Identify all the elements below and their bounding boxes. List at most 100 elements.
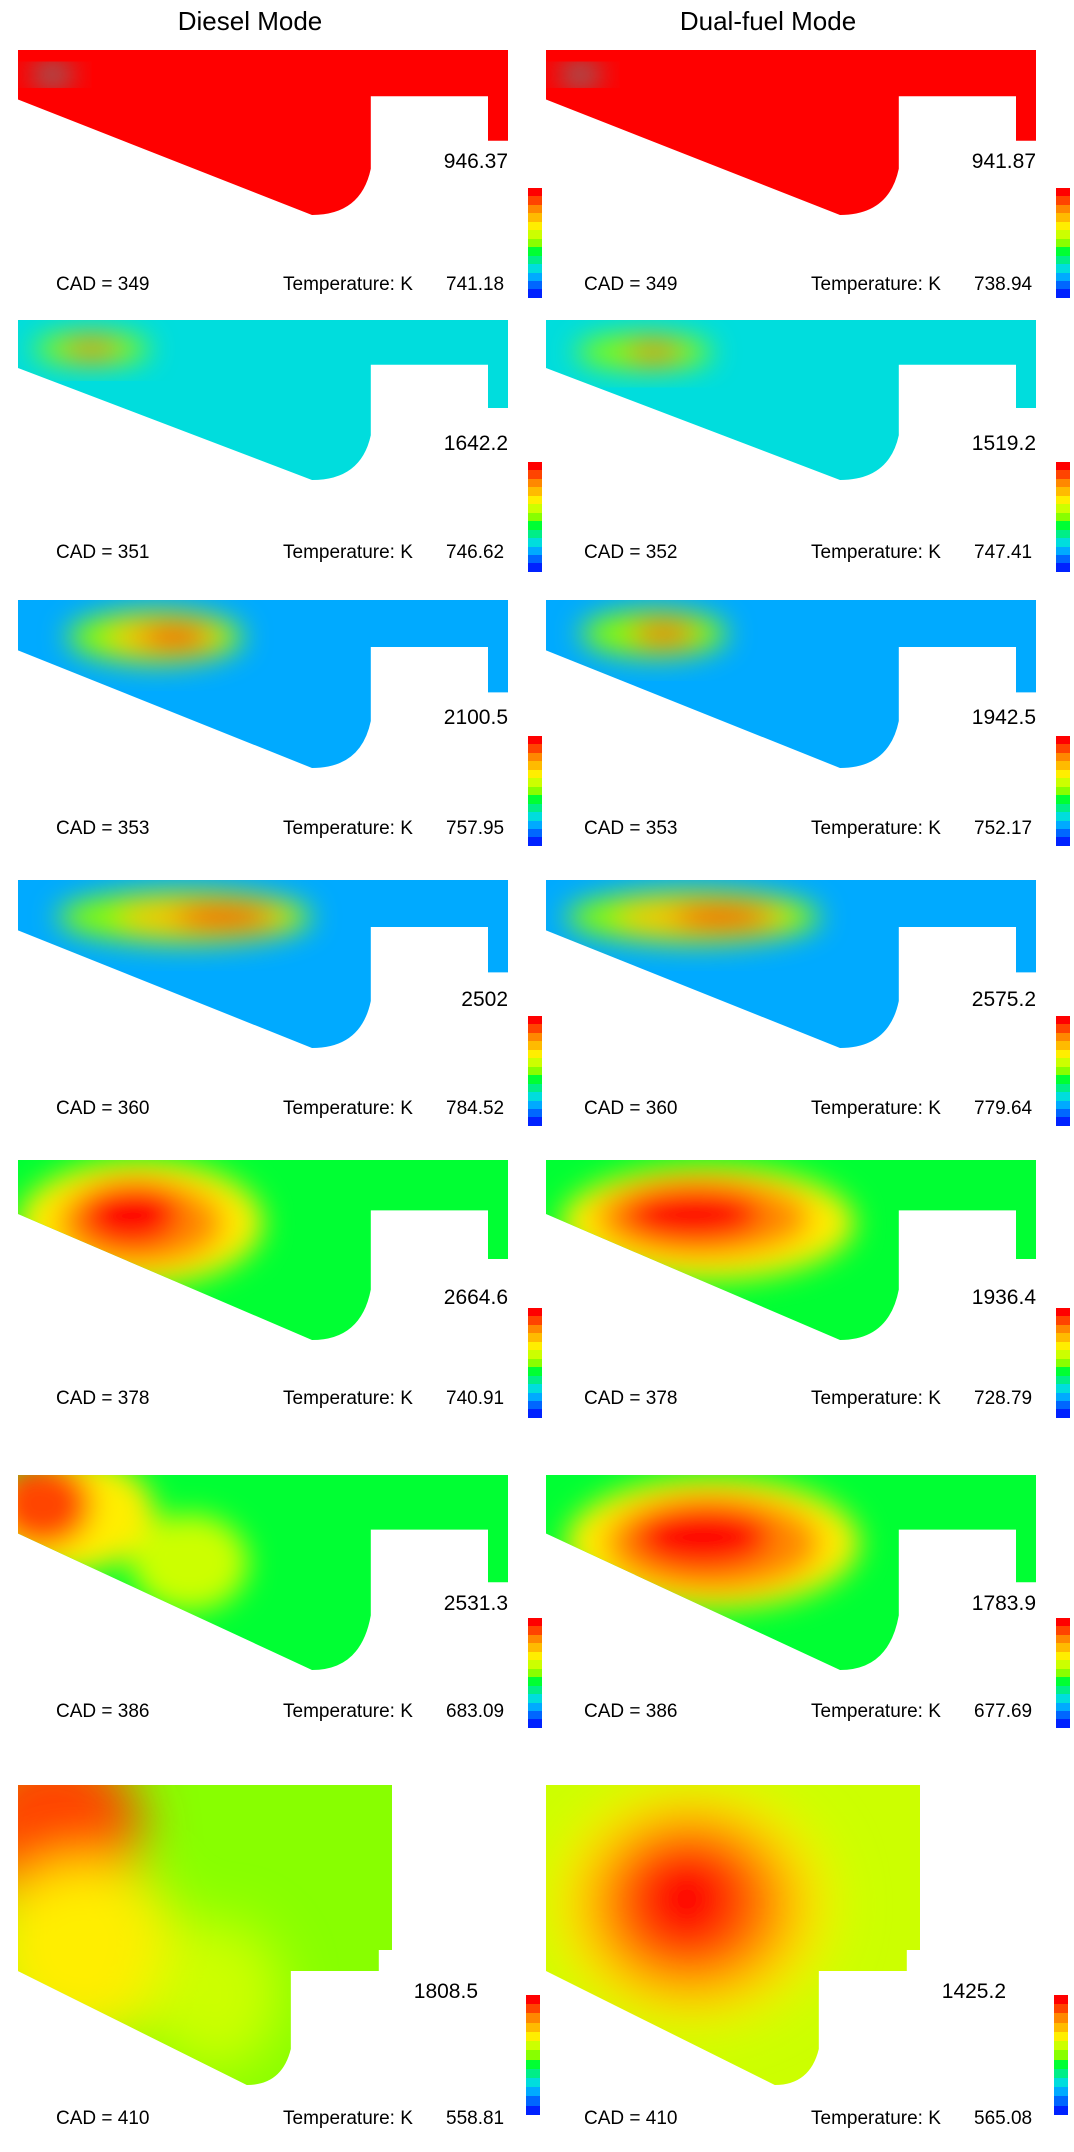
colorbar-swatch bbox=[1056, 744, 1070, 753]
temperature-field-dual-1 bbox=[546, 320, 1036, 480]
hot-region-1 bbox=[62, 340, 121, 357]
colorbar-swatch bbox=[528, 538, 542, 547]
colorbar bbox=[1054, 1995, 1068, 2115]
colorbar-swatch bbox=[528, 247, 542, 256]
colorbar-swatch bbox=[528, 1668, 542, 1678]
min-temperature-label: 728.79 bbox=[974, 1388, 1033, 1409]
hot-region-0 bbox=[560, 68, 600, 82]
temperature-unit-label: Temperature: K bbox=[811, 1701, 941, 1722]
max-temperature-label: 2502 bbox=[461, 988, 508, 1011]
panel-diesel-6: 1808.5 CAD = 410 Temperature: K 558.81 bbox=[18, 1785, 540, 2152]
colorbar-swatch bbox=[1056, 554, 1070, 564]
min-temperature-label: 565.08 bbox=[974, 2108, 1033, 2129]
panel-dual-6: 1425.2 CAD = 410 Temperature: K 565.08 bbox=[546, 1785, 1068, 2152]
colorbar-swatch bbox=[528, 795, 542, 804]
max-temperature-label: 946.37 bbox=[443, 150, 508, 173]
cad-label: CAD = 378 bbox=[584, 1388, 678, 1409]
colorbar-swatch bbox=[1056, 1702, 1070, 1711]
colorbar-swatch bbox=[528, 264, 542, 273]
min-temperature-label: 746.62 bbox=[446, 542, 505, 563]
max-temperature-label: 1936.4 bbox=[971, 1286, 1036, 1309]
colorbar-swatch bbox=[528, 1685, 542, 1695]
colorbar-swatch bbox=[528, 752, 542, 762]
max-temperature-label: 1425.2 bbox=[941, 1980, 1006, 2003]
min-temperature-label: 757.95 bbox=[446, 818, 505, 839]
panel-diesel-2: 2100.5 CAD = 353 Temperature: K 757.95 bbox=[18, 600, 542, 862]
cad-label: CAD = 360 bbox=[584, 1098, 678, 1119]
colorbar-swatch bbox=[528, 230, 542, 239]
colorbar-swatch bbox=[528, 1358, 542, 1368]
colorbar-swatch bbox=[1056, 563, 1070, 572]
cad-label: CAD = 410 bbox=[56, 2108, 150, 2129]
colorbar-swatch bbox=[1056, 504, 1070, 513]
temperature-field-diesel-0 bbox=[18, 50, 508, 215]
colorbar-swatch bbox=[1056, 546, 1070, 555]
colorbar bbox=[1056, 1308, 1070, 1418]
colorbar-swatch bbox=[528, 213, 542, 222]
colorbar-swatch bbox=[1056, 1041, 1070, 1050]
colorbar-swatch bbox=[528, 1702, 542, 1711]
temperature-field-dual-6 bbox=[546, 1785, 920, 2085]
hot-region-1 bbox=[624, 344, 684, 360]
temperature-field-dual-0 bbox=[546, 50, 1036, 215]
colorbar-swatch bbox=[1056, 272, 1070, 281]
colorbar-swatch bbox=[528, 1024, 542, 1033]
colorbar-swatch bbox=[528, 462, 542, 471]
colorbar-swatch bbox=[526, 2077, 540, 2088]
temperature-unit-label: Temperature: K bbox=[283, 1098, 413, 1119]
min-temperature-label: 752.17 bbox=[974, 818, 1033, 839]
hot-region-2 bbox=[174, 905, 273, 929]
colorbar-swatch bbox=[1056, 837, 1070, 846]
colorbar-swatch bbox=[528, 221, 542, 231]
temperature-unit-label: Temperature: K bbox=[283, 274, 413, 295]
temperature-unit-label: Temperature: K bbox=[811, 2108, 941, 2129]
colorbar-swatch bbox=[1056, 213, 1070, 222]
colorbar-swatch bbox=[528, 1032, 542, 1042]
colorbar-swatch bbox=[1054, 2031, 1068, 2042]
max-temperature-label: 2575.2 bbox=[971, 988, 1036, 1011]
min-temperature-label: 558.81 bbox=[446, 2108, 505, 2129]
colorbar-swatch bbox=[1056, 1316, 1070, 1325]
colorbar-swatch bbox=[1056, 538, 1070, 547]
colorbar-swatch bbox=[1056, 1626, 1070, 1635]
colorbar-swatch bbox=[1056, 1066, 1070, 1076]
colorbar-swatch bbox=[1054, 2013, 1068, 2023]
colorbar-swatch bbox=[528, 196, 542, 205]
colorbar-swatch bbox=[1056, 778, 1070, 787]
cad-label: CAD = 386 bbox=[584, 1701, 678, 1722]
colorbar-swatch bbox=[1056, 1677, 1070, 1686]
colorbar-swatch bbox=[1054, 2105, 1068, 2115]
temperature-field-dual-3 bbox=[546, 880, 1036, 1048]
min-temperature-label: 779.64 bbox=[974, 1098, 1033, 1119]
colorbar-swatch bbox=[528, 837, 542, 846]
colorbar-swatch bbox=[528, 1066, 542, 1076]
colorbar-swatch bbox=[1054, 2050, 1068, 2060]
colorbar-swatch bbox=[526, 2068, 540, 2078]
colorbar bbox=[528, 462, 542, 572]
colorbar-swatch bbox=[1056, 1643, 1070, 1652]
colorbar-swatch bbox=[526, 2050, 540, 2060]
temperature-field-diesel-5 bbox=[18, 1475, 508, 1670]
colorbar-swatch bbox=[1054, 2059, 1068, 2069]
colorbar-swatch bbox=[1054, 2068, 1068, 2078]
colorbar-swatch bbox=[1056, 487, 1070, 496]
colorbar bbox=[1056, 1016, 1070, 1126]
hot-region-1 bbox=[18, 1475, 92, 1548]
colorbar-swatch bbox=[1056, 529, 1070, 539]
colorbar-swatch bbox=[528, 1075, 542, 1084]
cad-label: CAD = 410 bbox=[584, 2108, 678, 2129]
temperature-unit-label: Temperature: K bbox=[811, 818, 941, 839]
hot-region-2 bbox=[130, 1514, 249, 1612]
colorbar-swatch bbox=[1056, 1409, 1070, 1418]
colorbar-swatch bbox=[1056, 1108, 1070, 1118]
colorbar-swatch bbox=[528, 744, 542, 753]
colorbar-swatch bbox=[528, 1634, 542, 1644]
colorbar-swatch bbox=[1054, 2087, 1068, 2097]
colorbar-swatch bbox=[1054, 2004, 1068, 2014]
colorbar-swatch bbox=[1056, 1400, 1070, 1410]
panel-diesel-0: 946.37 CAD = 349 Temperature: K 741.18 bbox=[18, 50, 542, 318]
colorbar-swatch bbox=[1054, 1995, 1068, 2005]
temperature-unit-label: Temperature: K bbox=[811, 1098, 941, 1119]
colorbar-swatch bbox=[1056, 1092, 1070, 1101]
hot-region-2 bbox=[150, 1920, 282, 2070]
